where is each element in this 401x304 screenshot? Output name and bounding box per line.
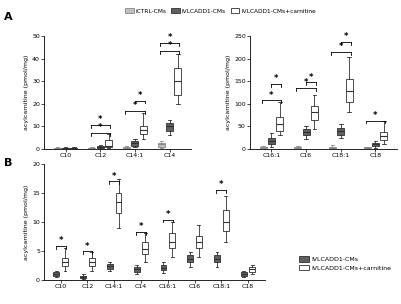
Text: A: A bbox=[4, 12, 13, 22]
PathPatch shape bbox=[166, 123, 173, 131]
Text: *: * bbox=[338, 42, 343, 51]
Text: B: B bbox=[4, 158, 12, 168]
PathPatch shape bbox=[115, 193, 122, 213]
Text: *: * bbox=[98, 123, 103, 132]
PathPatch shape bbox=[380, 132, 387, 140]
Text: *: * bbox=[112, 172, 116, 181]
Text: *: * bbox=[59, 236, 63, 245]
Text: *: * bbox=[274, 74, 279, 83]
PathPatch shape bbox=[62, 258, 68, 266]
PathPatch shape bbox=[268, 138, 275, 144]
PathPatch shape bbox=[89, 148, 95, 149]
PathPatch shape bbox=[54, 148, 61, 149]
Text: *: * bbox=[98, 116, 103, 125]
PathPatch shape bbox=[174, 68, 181, 95]
PathPatch shape bbox=[71, 148, 77, 149]
Text: *: * bbox=[373, 111, 378, 120]
Text: *: * bbox=[85, 241, 90, 250]
Text: *: * bbox=[167, 33, 172, 42]
PathPatch shape bbox=[294, 147, 301, 148]
PathPatch shape bbox=[337, 128, 344, 135]
PathPatch shape bbox=[196, 237, 202, 248]
PathPatch shape bbox=[160, 265, 166, 271]
Text: *: * bbox=[309, 73, 313, 81]
PathPatch shape bbox=[62, 148, 69, 149]
PathPatch shape bbox=[105, 140, 112, 147]
Y-axis label: acylcarnitine (pmol/mg): acylcarnitine (pmol/mg) bbox=[226, 55, 231, 130]
Legend: iCTRL-CMs, iVLCADD1-CMs, iVLCADD1-CMs+carnitine: iCTRL-CMs, iVLCADD1-CMs, iVLCADD1-CMs+ca… bbox=[123, 6, 318, 16]
PathPatch shape bbox=[303, 129, 310, 136]
Text: *: * bbox=[139, 222, 143, 231]
PathPatch shape bbox=[158, 143, 165, 147]
PathPatch shape bbox=[107, 264, 113, 269]
PathPatch shape bbox=[80, 276, 86, 278]
PathPatch shape bbox=[364, 147, 371, 149]
Text: *: * bbox=[167, 41, 172, 50]
Text: *: * bbox=[269, 91, 274, 99]
PathPatch shape bbox=[372, 143, 379, 146]
Text: *: * bbox=[304, 78, 308, 87]
PathPatch shape bbox=[132, 141, 138, 146]
Text: *: * bbox=[343, 32, 348, 41]
PathPatch shape bbox=[260, 147, 267, 148]
PathPatch shape bbox=[134, 267, 140, 271]
Legend: iVLCADD1-CMs, iVLCADD1-CMs+carnitine: iVLCADD1-CMs, iVLCADD1-CMs+carnitine bbox=[297, 254, 394, 274]
PathPatch shape bbox=[249, 267, 255, 271]
PathPatch shape bbox=[311, 106, 318, 120]
PathPatch shape bbox=[142, 242, 148, 254]
Text: *: * bbox=[138, 91, 142, 100]
Text: *: * bbox=[133, 101, 137, 110]
Text: *: * bbox=[219, 180, 223, 189]
PathPatch shape bbox=[214, 255, 220, 262]
PathPatch shape bbox=[329, 147, 336, 148]
PathPatch shape bbox=[276, 116, 283, 131]
PathPatch shape bbox=[346, 79, 352, 102]
Y-axis label: acylcarnitine (pmol/mg): acylcarnitine (pmol/mg) bbox=[24, 184, 29, 260]
Text: *: * bbox=[166, 210, 170, 219]
PathPatch shape bbox=[123, 147, 130, 148]
PathPatch shape bbox=[241, 272, 247, 276]
Y-axis label: acylcarnitine (pmol/mg): acylcarnitine (pmol/mg) bbox=[24, 55, 29, 130]
PathPatch shape bbox=[140, 126, 147, 134]
PathPatch shape bbox=[169, 233, 175, 248]
PathPatch shape bbox=[187, 255, 193, 262]
PathPatch shape bbox=[89, 258, 95, 266]
PathPatch shape bbox=[223, 210, 229, 231]
PathPatch shape bbox=[53, 272, 59, 276]
PathPatch shape bbox=[97, 146, 104, 148]
